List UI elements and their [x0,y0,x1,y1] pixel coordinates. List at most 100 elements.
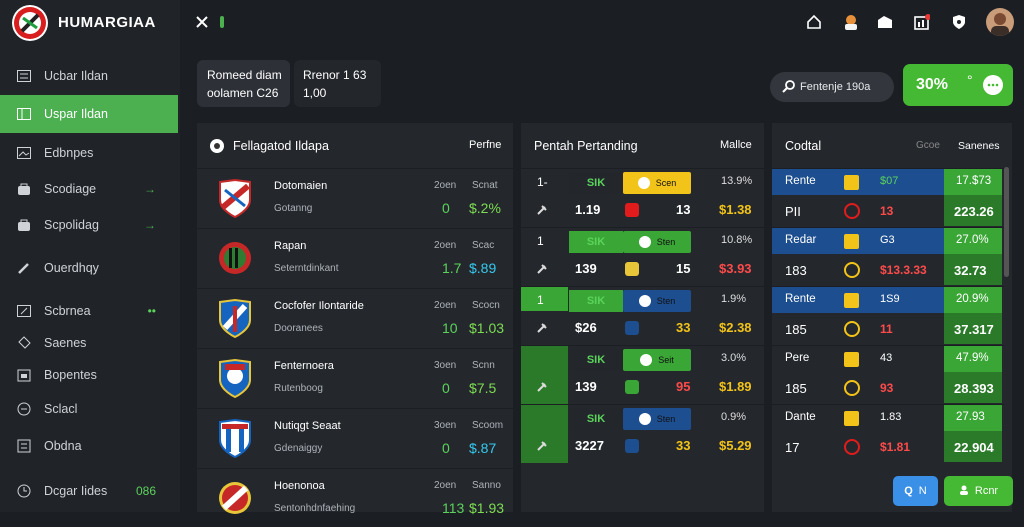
bet-market-cell[interactable]: SIK [569,290,623,312]
sidebar-item-9[interactable]: Sclacl [0,391,178,427]
dashboard-icon [16,106,32,122]
club-logo[interactable] [12,5,48,41]
close-icon[interactable] [192,12,212,32]
promo-badge[interactable]: 30% ° [903,64,1013,106]
bet-row[interactable]: 1 SIK 139 Sten 15 10.8% $3.93 [521,227,764,285]
search-input[interactable]: Fentenje 190a [800,81,871,93]
sidebar-item-label: Sclacl [44,402,78,416]
list-icon [16,68,32,84]
team-row[interactable]: Rapan Seterntdinkant 2oen Scac 1.7 $.89 [197,228,513,287]
panel-column-header: Sanenes [958,140,1000,152]
bet-team-cell[interactable]: Sten [623,408,691,430]
folder-icon[interactable] [875,12,895,32]
stats-row[interactable]: Rente $07 17.$73 PII 13 223.26 [772,168,1004,226]
bet-team-label: Scen [655,178,677,188]
join-button-label: Rcnr [974,485,999,497]
sidebar-item-2[interactable]: Edbnpes [0,135,178,171]
bet-action-icon[interactable] [535,439,549,458]
stats-icon [844,175,859,190]
team-row[interactable]: Cocfofer Ilontaride Dooranees 2oen Scocn 10 $… [197,288,513,347]
bet-team-cell[interactable]: Scen [623,172,691,194]
shield-icon[interactable] [949,12,969,32]
stats-icon [844,234,859,249]
bet-action-icon[interactable] [535,380,549,399]
stats-name-2: 17 [785,440,800,455]
bet-team-number: 33 [676,438,691,453]
card-line-1: Romeed diam [207,68,282,82]
bet-market-cell[interactable]: SIK [569,408,623,430]
bet-team-cell[interactable]: Seit [623,349,691,371]
bet-team-number: 95 [676,379,691,394]
stats-value-bar-lower [944,431,1002,462]
bet-market-cell[interactable]: SIK [569,349,623,371]
sidebar-item-7[interactable]: Saenes [0,325,178,361]
stats-row[interactable]: Rente 1S9 20.9% 185 11 37.317 [772,286,1004,344]
calendar-icon [16,367,32,383]
chart-icon[interactable] [912,12,932,32]
bet-action-icon[interactable] [535,262,549,281]
avatar[interactable] [986,8,1014,36]
stats-n2: 93 [880,381,894,395]
sidebar-item-6[interactable]: Scbrnea •• [0,293,178,329]
user-badge-icon[interactable] [841,12,861,32]
bet-market-cell[interactable]: SIK [569,172,623,194]
stats-n2: $13.3.33 [880,263,927,277]
bet-team-cell[interactable]: Sten [623,290,691,312]
search-button-label: Q [904,485,913,497]
team-subtitle: Sentonhdnfaehing [274,503,356,514]
bet-highlight [521,405,568,463]
sidebar-item-8[interactable]: Bopentes [0,357,178,393]
sidebar-item-1[interactable]: Uspar Ildan [0,95,178,133]
team-value-2: $1.93 [469,500,505,516]
scrollbar[interactable] [1004,167,1009,277]
tag-icon [16,335,32,351]
bet-row[interactable]: SIK 3227 Sten 33 0.9% $5.29 [521,404,764,463]
sidebar-item-4[interactable]: Scpolidag → [0,207,178,243]
bet-action-icon[interactable] [535,203,549,222]
stats-name: Redar [785,234,817,246]
stats-row[interactable]: Redar G3 27.0% 183 $13.3.33 32.73 [772,227,1004,285]
chat-icon[interactable] [983,75,1003,95]
bet-market-cell[interactable]: SIK [569,231,623,253]
bet-team-icon [625,203,639,217]
document-icon [16,438,32,454]
stats-circle-icon [844,262,860,278]
join-button[interactable]: Rcnr [944,476,1013,506]
stats-value-2: 32.73 [954,263,987,278]
search-field[interactable]: Fentenje 190a [770,72,894,102]
betting-panel: Pentah Pertanding Mallce 1- SIK 1.19 Scen 13… [521,123,764,512]
sidebar-item-10[interactable]: Obdna [0,428,178,464]
team-row[interactable]: Fenternoera Rutenboog 3oen Scnn 0 $7.5 [197,348,513,407]
team-row[interactable]: Dotomaien Gotanng 2oen Scnat 0 $.2% [197,168,513,227]
info-card-2[interactable]: Rrenor 1 63 1,00 [294,60,381,107]
stats-name: Dante [785,411,816,423]
bet-team-number: 13 [676,202,691,217]
bet-row[interactable]: 1- SIK 1.19 Scen 13 13.9% $1.38 [521,168,764,226]
search-button[interactable]: Q N [893,476,938,506]
stats-row[interactable]: Dante 1.83 27.93 17 $1.81 22.904 [772,404,1004,462]
sidebar-item-0[interactable]: Ucbar Ildan [0,58,178,94]
panel-column-header: Mallce [720,139,752,151]
bet-team-cell[interactable]: Sten [623,231,691,253]
team-name: Hoenonoa [274,480,325,492]
info-card-1[interactable]: Romeed diam oolamen C26 [197,60,290,107]
team-row[interactable]: Nutiqgt Seaat Gdenaiggy 3oen Scoom 0 $.87 [197,408,513,467]
sidebar-item-3[interactable]: Scodiage → [0,171,178,207]
bet-action-icon[interactable] [535,321,549,340]
team-value-2: $.87 [469,440,497,456]
bet-row[interactable]: SIK 139 Seit 95 3.0% $1.89 [521,345,764,404]
team-value-2: $1.03 [469,320,505,336]
team-row[interactable]: Hoenonoa Sentonhdnfaehing 2oen Sanno 113 $1.9… [197,468,513,527]
stats-row[interactable]: Pere 43 47.9% 185 93 28.393 [772,345,1004,403]
bet-odds: 13.9% [721,175,753,187]
team-name: Nutiqgt Seaat [274,420,341,432]
stats-panel: Codtal Gcoe Sanenes Rente $07 17.$73 PII 13 2… [772,123,1012,512]
stats-value-bar [944,405,1002,431]
bet-row[interactable]: 1 SIK $26 Sten 33 1.9% $2.38 [521,286,764,344]
sidebar-item-11[interactable]: Dcgar Iides 086 [0,473,178,509]
home-icon[interactable] [804,12,824,32]
sidebar-item-label: Obdna [44,439,82,453]
sidebar-item-5[interactable]: Ouerdhqy [0,250,178,286]
bet-market-label: SIK [586,295,606,307]
arrow-right-icon: → [144,218,156,232]
